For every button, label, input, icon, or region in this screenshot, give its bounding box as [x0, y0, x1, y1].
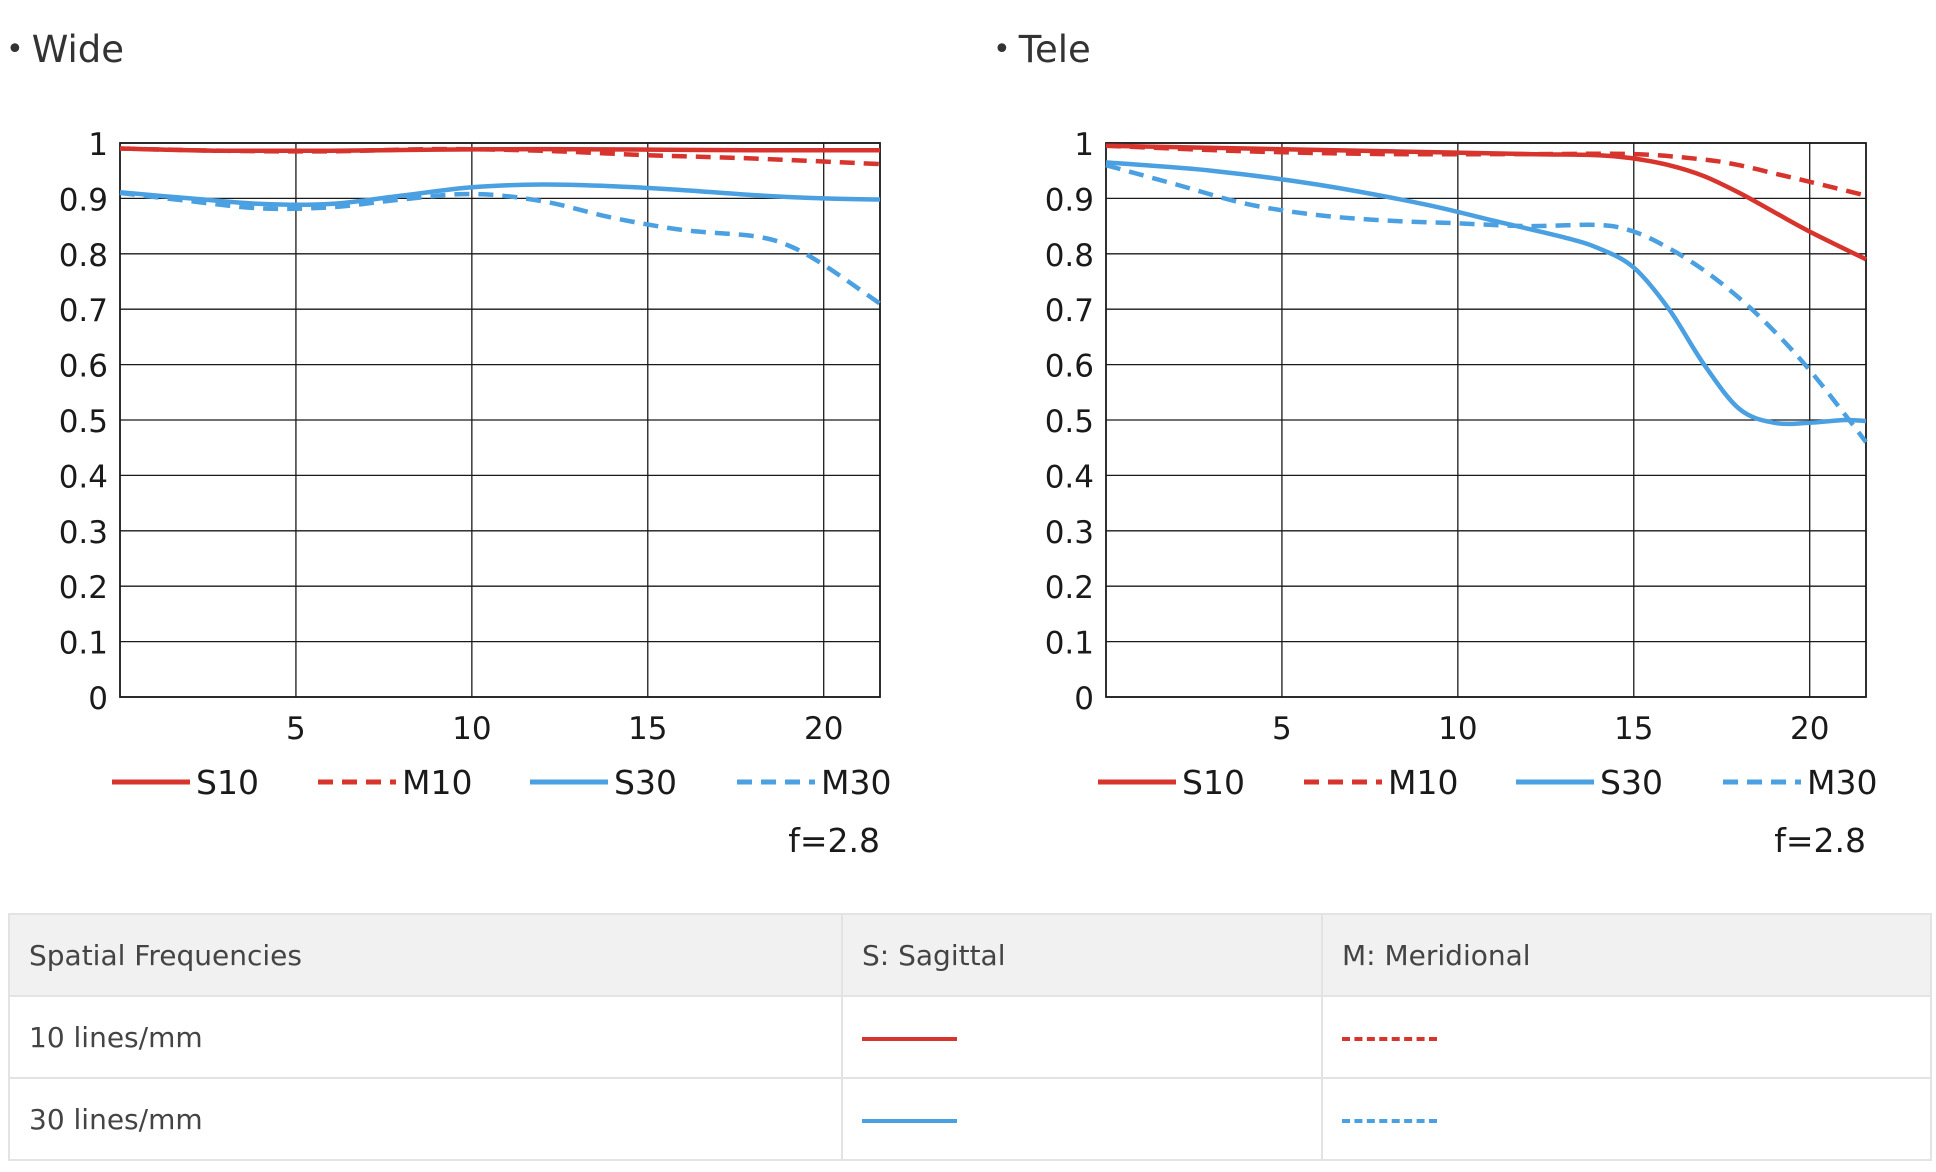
series-line-s30: [119, 182, 881, 208]
header-sagittal: S: Sagittal: [841, 913, 1323, 997]
x-tick-label: 10: [1438, 711, 1477, 747]
aperture-label: f=2.8: [1774, 821, 1866, 860]
x-tick-label: 5: [286, 711, 306, 747]
solid-blue-line-swatch: [862, 1118, 957, 1123]
y-tick-label: 0.3: [1045, 515, 1094, 551]
tele-chart-title: • Tele: [993, 28, 1091, 71]
series-line-m10: [119, 146, 881, 167]
legend-label-s10: S10: [1182, 763, 1245, 802]
header-spatial-frequencies: Spatial Frequencies: [8, 913, 843, 997]
row-label-10: 10 lines/mm: [8, 995, 843, 1079]
x-tick-label: 20: [1790, 711, 1829, 747]
x-tick-label: 15: [1614, 711, 1653, 747]
y-tick-label: 0.2: [1045, 570, 1094, 606]
y-tick-label: 0.9: [59, 182, 108, 218]
aperture-label: f=2.8: [788, 821, 880, 860]
bullet-icon: •: [6, 32, 24, 67]
x-tick-label: 10: [452, 711, 491, 747]
y-tick-label: 0.4: [59, 459, 108, 495]
swatch-cell-s10: [841, 995, 1323, 1079]
row-label-30: 30 lines/mm: [8, 1077, 843, 1161]
y-tick-label: 0.6: [1045, 349, 1094, 385]
y-tick-label: 0.5: [59, 404, 108, 440]
legend-label-m30: M30: [821, 763, 891, 802]
y-tick-label: 1: [1074, 127, 1094, 163]
wide-title-text: Wide: [31, 28, 125, 71]
y-tick-label: 0.5: [1045, 404, 1094, 440]
header-meridional: M: Meridional: [1321, 913, 1932, 997]
x-tick-label: 5: [1272, 711, 1292, 747]
x-tick-label: 20: [804, 711, 843, 747]
y-tick-label: 0.7: [1045, 293, 1094, 329]
wide-chart-title: • Wide: [6, 28, 124, 71]
series-line-m10: [1105, 143, 1867, 198]
swatch-cell-s30: [841, 1077, 1323, 1161]
legend-label-m10: M10: [1388, 763, 1458, 802]
series-line-s10: [119, 146, 881, 154]
y-tick-label: 0.3: [59, 515, 108, 551]
legend-label-s10: S10: [196, 763, 259, 802]
series-line-m30: [1105, 163, 1868, 444]
y-tick-label: 0.8: [1045, 238, 1094, 274]
y-tick-label: 0.1: [59, 626, 108, 662]
dashed-red-line-swatch: [1342, 1036, 1437, 1041]
table-header-row: Spatial Frequencies S: Sagittal M: Merid…: [8, 913, 1932, 997]
table-row: 10 lines/mm: [8, 995, 1932, 1079]
series-line-m30: [119, 190, 882, 306]
grid: [120, 142, 880, 698]
solid-red-line-swatch: [862, 1036, 957, 1041]
swatch-cell-m30: [1321, 1077, 1932, 1161]
bullet-icon: •: [993, 32, 1011, 67]
tele-title-text: Tele: [1018, 28, 1091, 71]
dashed-blue-line-swatch: [1342, 1118, 1437, 1123]
legend-label-m30: M30: [1807, 763, 1877, 802]
y-tick-label: 0.8: [59, 238, 108, 274]
frequency-legend-table: Spatial Frequencies S: Sagittal M: Merid…: [8, 913, 1932, 1161]
y-tick-label: 0.9: [1045, 182, 1094, 218]
y-tick-label: 1: [88, 127, 108, 163]
legend-label-s30: S30: [614, 763, 677, 802]
y-tick-label: 0: [1074, 681, 1094, 717]
legend-label-s30: S30: [1600, 763, 1663, 802]
y-tick-label: 0.1: [1045, 626, 1094, 662]
y-tick-label: 0.6: [59, 349, 108, 385]
y-tick-label: 0.2: [59, 570, 108, 606]
series-line-s30: [1105, 160, 1867, 427]
x-tick-label: 15: [628, 711, 667, 747]
y-tick-label: 0.7: [59, 293, 108, 329]
table-row: 30 lines/mm: [8, 1077, 1932, 1161]
legend-label-m10: M10: [402, 763, 472, 802]
swatch-cell-m10: [1321, 995, 1932, 1079]
series-line-s10: [1105, 143, 1867, 262]
y-tick-label: 0.4: [1045, 459, 1094, 495]
y-tick-label: 0: [88, 681, 108, 717]
plot-frame: [119, 142, 881, 698]
